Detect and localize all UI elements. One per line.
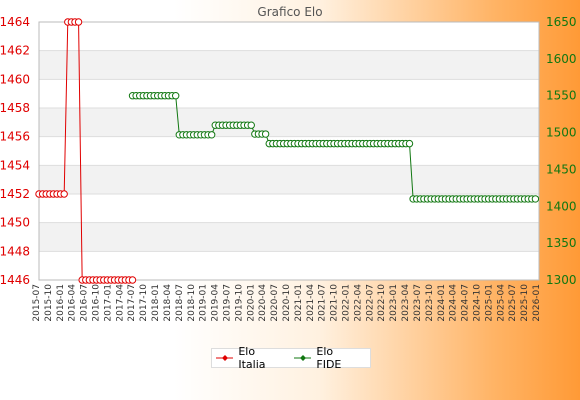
x-tick-label: 2021-10: [330, 284, 340, 322]
data-point[interactable]: [405, 139, 414, 148]
legend-swatch-italia-icon: [216, 355, 234, 361]
plot-band: [39, 165, 539, 194]
y-right-tick-label: 1650: [546, 15, 577, 29]
plot-bands: [39, 22, 539, 280]
x-tick-label: 2022-04: [353, 284, 363, 322]
x-tick-label: 2020-07: [270, 284, 280, 322]
x-tick-label: 2025-10: [520, 284, 530, 322]
x-tick-label: 2024-04: [449, 284, 459, 322]
x-tick-label: 2021-04: [306, 284, 316, 322]
x-tick-label: 2025-04: [496, 284, 506, 322]
y-left-tick-label: 1450: [0, 216, 30, 230]
x-tick-label: 2018-01: [151, 284, 161, 322]
y-left-tick-label: 1462: [0, 44, 30, 58]
x-tick-label: 2022-10: [377, 284, 387, 322]
y-left-tick-label: 1448: [0, 244, 30, 258]
x-tick-label: 2015-10: [44, 284, 54, 322]
y-left-tick-label: 1456: [0, 130, 30, 144]
x-tick-label: 2016-07: [80, 284, 90, 322]
legend: Elo Italia Elo FIDE: [211, 345, 371, 371]
x-tick-label: 2024-01: [437, 284, 447, 322]
plot-band: [39, 108, 539, 137]
plot-band: [39, 251, 539, 280]
x-tick-label: 2021-01: [294, 284, 304, 322]
y-left-tick-label: 1460: [0, 72, 30, 86]
x-tick-label: 2016-04: [68, 284, 78, 322]
x-tick-label: 2020-10: [282, 284, 292, 322]
y-right-tick-label: 1500: [546, 126, 577, 140]
x-tick-label: 2023-07: [413, 284, 423, 322]
x-tick-label: 2015-07: [32, 284, 42, 322]
x-tick-label: 2023-04: [401, 284, 411, 322]
data-point[interactable]: [247, 121, 255, 129]
y-right-tick-label: 1400: [546, 199, 577, 213]
x-tick-label: 2017-10: [139, 284, 149, 322]
x-tick-label: 2019-10: [234, 284, 244, 322]
x-tick-label: 2023-10: [425, 284, 435, 322]
x-tick-label: 2018-10: [187, 284, 197, 322]
data-point[interactable]: [171, 92, 180, 100]
y-left-tick-label: 1452: [0, 187, 30, 201]
legend-label-elo-fide: Elo FIDE: [316, 345, 342, 371]
data-point[interactable]: [74, 18, 83, 26]
y-right-tick-label: 1350: [546, 236, 577, 250]
x-tick-label: 2018-04: [163, 284, 173, 322]
legend-item-elo-fide[interactable]: Elo FIDE: [294, 345, 360, 371]
x-tick-label: 2024-10: [472, 284, 482, 322]
y-left-tick-label: 1454: [0, 158, 30, 172]
x-tick-label: 2019-04: [211, 284, 221, 322]
x-tick-label: 2025-01: [484, 284, 494, 322]
chart-title: Grafico Elo: [257, 5, 322, 19]
data-point[interactable]: [531, 195, 540, 203]
data-point[interactable]: [207, 131, 216, 139]
x-tick-label: 2024-07: [461, 284, 471, 322]
y-axis-right: 1300 1350 1400 1450 1500 1550 1600 1650: [546, 15, 577, 287]
x-tick-label: 2021-07: [318, 284, 328, 322]
x-tick-label: 2026-01: [532, 284, 542, 322]
y-left-tick-label: 1446: [0, 273, 30, 287]
x-tick-label: 2022-01: [342, 284, 352, 322]
x-tick-label: 2020-04: [258, 284, 268, 322]
x-tick-label: 2025-07: [508, 284, 518, 322]
legend-swatch-fide-icon: [294, 355, 312, 361]
data-point[interactable]: [128, 276, 137, 284]
y-right-tick-label: 1600: [546, 52, 577, 66]
y-right-tick-label: 1300: [546, 273, 577, 287]
plot-band: [39, 50, 539, 80]
data-point[interactable]: [60, 190, 68, 198]
y-right-tick-label: 1550: [546, 89, 577, 103]
x-tick-label: 2018-07: [175, 284, 185, 322]
x-axis: 2015-07 2015-10 2016-01 2016-04 2016-07 2016-…: [32, 284, 542, 322]
series-elo-fide: [128, 92, 540, 203]
data-point[interactable]: [261, 130, 270, 138]
x-tick-label: 2017-07: [127, 284, 137, 322]
legend-label-elo-italia: Elo Italia: [238, 345, 266, 371]
y-left-tick-label: 1458: [0, 101, 30, 115]
plot-band: [39, 79, 539, 108]
plot-band: [39, 222, 539, 252]
x-tick-label: 2017-04: [115, 284, 125, 322]
x-tick-label: 2016-01: [56, 284, 66, 322]
x-tick-label: 2019-01: [199, 284, 209, 322]
y-axis-left: 1446 1448 1450 1452 1454 1456 1458 1460 1462 1464: [0, 15, 30, 287]
plot-frame: [38, 21, 540, 281]
x-tick-label: 2017-01: [103, 284, 113, 322]
plot-band: [39, 22, 539, 51]
x-tick-label: 2022-07: [365, 284, 375, 322]
y-right-tick-label: 1450: [546, 162, 577, 176]
x-tick-label: 2016-10: [92, 284, 102, 322]
gridlines: [39, 21, 539, 281]
legend-item-elo-italia[interactable]: Elo Italia: [216, 345, 284, 371]
x-tick-label: 2023-01: [389, 284, 399, 322]
series-elo-italia: [35, 18, 137, 284]
x-tick-label: 2019-07: [222, 284, 232, 322]
y-left-tick-label: 1464: [0, 15, 30, 29]
x-tick-label: 2020-01: [246, 284, 256, 322]
